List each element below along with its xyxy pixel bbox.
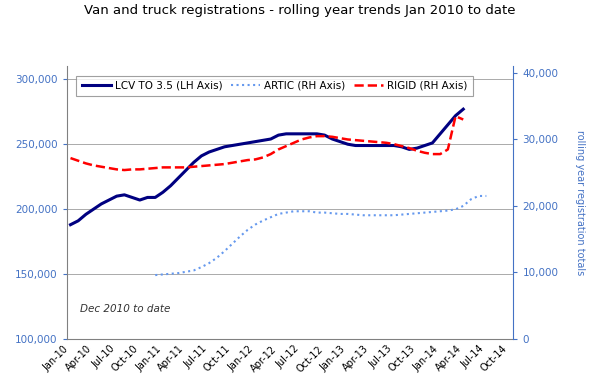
Y-axis label: rolling year registration totals: rolling year registration totals	[575, 130, 585, 275]
Text: Dec 2010 to date: Dec 2010 to date	[80, 304, 170, 314]
Legend: LCV TO 3.5 (LH Axis), ARTIC (RH Axis), RIGID (RH Axis): LCV TO 3.5 (LH Axis), ARTIC (RH Axis), R…	[76, 75, 473, 96]
Text: Van and truck registrations - rolling year trends Jan 2010 to date: Van and truck registrations - rolling ye…	[84, 4, 516, 17]
